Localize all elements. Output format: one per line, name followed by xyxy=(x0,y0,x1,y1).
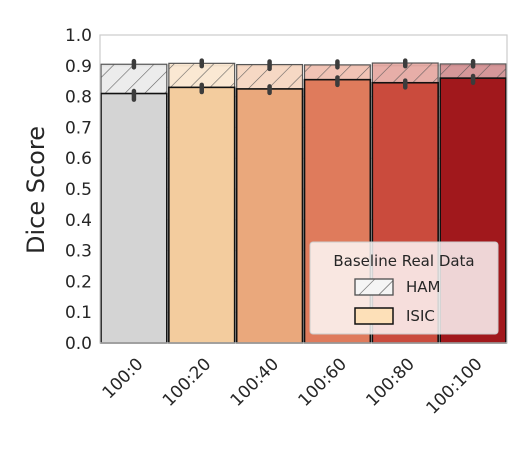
y-tick-label: 0.2 xyxy=(65,272,92,292)
x-tick-label: 100:80 xyxy=(362,354,418,410)
x-tick-label: 100:40 xyxy=(227,354,283,410)
legend-swatch-ham-hatch xyxy=(354,278,394,296)
y-tick-label: 0.1 xyxy=(65,303,92,323)
y-tick-label: 0.0 xyxy=(65,334,92,354)
plot-frame xyxy=(99,34,508,344)
y-tick-label: 0.7 xyxy=(65,118,92,138)
bar-isic xyxy=(100,92,168,344)
error-bars xyxy=(131,58,476,102)
y-tick-label: 0.6 xyxy=(65,149,92,169)
legend-label-ham: HAM xyxy=(406,278,440,296)
x-tick-label: 100:100 xyxy=(423,354,487,418)
legend-title: Baseline Real Data xyxy=(333,252,474,270)
legend-entry-ham: HAM xyxy=(354,278,440,296)
legend-label-isic: ISIC xyxy=(406,307,435,325)
x-tick-label: 100:20 xyxy=(159,354,215,410)
plot-border xyxy=(99,34,508,344)
y-tick-label: 0.9 xyxy=(65,57,92,77)
bar-isic xyxy=(235,88,304,344)
y-tick-label: 1.0 xyxy=(65,26,92,46)
legend-swatch-isic xyxy=(354,307,394,325)
x-tick-label: 100:0 xyxy=(99,354,148,403)
y-tick-labels: 0.0 0.1 0.2 0.3 0.4 0.5 0.6 0.7 0.8 0.9 1.0 xyxy=(65,26,92,354)
y-tick-label: 0.5 xyxy=(65,180,92,200)
bar-isic xyxy=(168,86,236,344)
x-tick-labels: 100:0 100:20 100:40 100:60 100:80 100:100 xyxy=(99,354,487,418)
legend: Baseline Real Data HAM ISIC xyxy=(309,241,499,335)
y-tick-label: 0.8 xyxy=(65,88,92,108)
y-tick-label: 0.4 xyxy=(65,211,92,231)
x-tick-label: 100:60 xyxy=(295,354,351,410)
y-tick-label: 0.3 xyxy=(65,242,92,262)
y-axis-label: Dice Score xyxy=(22,126,50,254)
legend-entry-isic: ISIC xyxy=(354,307,435,325)
